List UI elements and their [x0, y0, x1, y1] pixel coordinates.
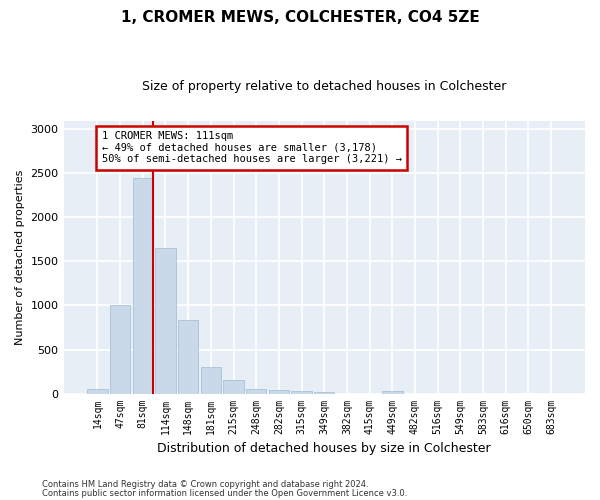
Bar [110, 306, 130, 394]
Y-axis label: Number of detached properties: Number of detached properties [15, 170, 25, 344]
Bar [178, 320, 199, 394]
Bar [200, 367, 221, 394]
Bar [292, 392, 312, 394]
Text: 1, CROMER MEWS, COLCHESTER, CO4 5ZE: 1, CROMER MEWS, COLCHESTER, CO4 5ZE [121, 10, 479, 25]
Text: 1 CROMER MEWS: 111sqm
← 49% of detached houses are smaller (3,178)
50% of semi-d: 1 CROMER MEWS: 111sqm ← 49% of detached … [101, 131, 401, 164]
Bar [155, 248, 176, 394]
Bar [246, 388, 266, 394]
Bar [314, 392, 334, 394]
Bar [382, 391, 403, 394]
Text: Contains public sector information licensed under the Open Government Licence v3: Contains public sector information licen… [42, 489, 407, 498]
Bar [87, 388, 107, 394]
Bar [133, 178, 153, 394]
Bar [269, 390, 289, 394]
Text: Contains HM Land Registry data © Crown copyright and database right 2024.: Contains HM Land Registry data © Crown c… [42, 480, 368, 489]
Bar [223, 380, 244, 394]
X-axis label: Distribution of detached houses by size in Colchester: Distribution of detached houses by size … [157, 442, 491, 455]
Title: Size of property relative to detached houses in Colchester: Size of property relative to detached ho… [142, 80, 506, 93]
